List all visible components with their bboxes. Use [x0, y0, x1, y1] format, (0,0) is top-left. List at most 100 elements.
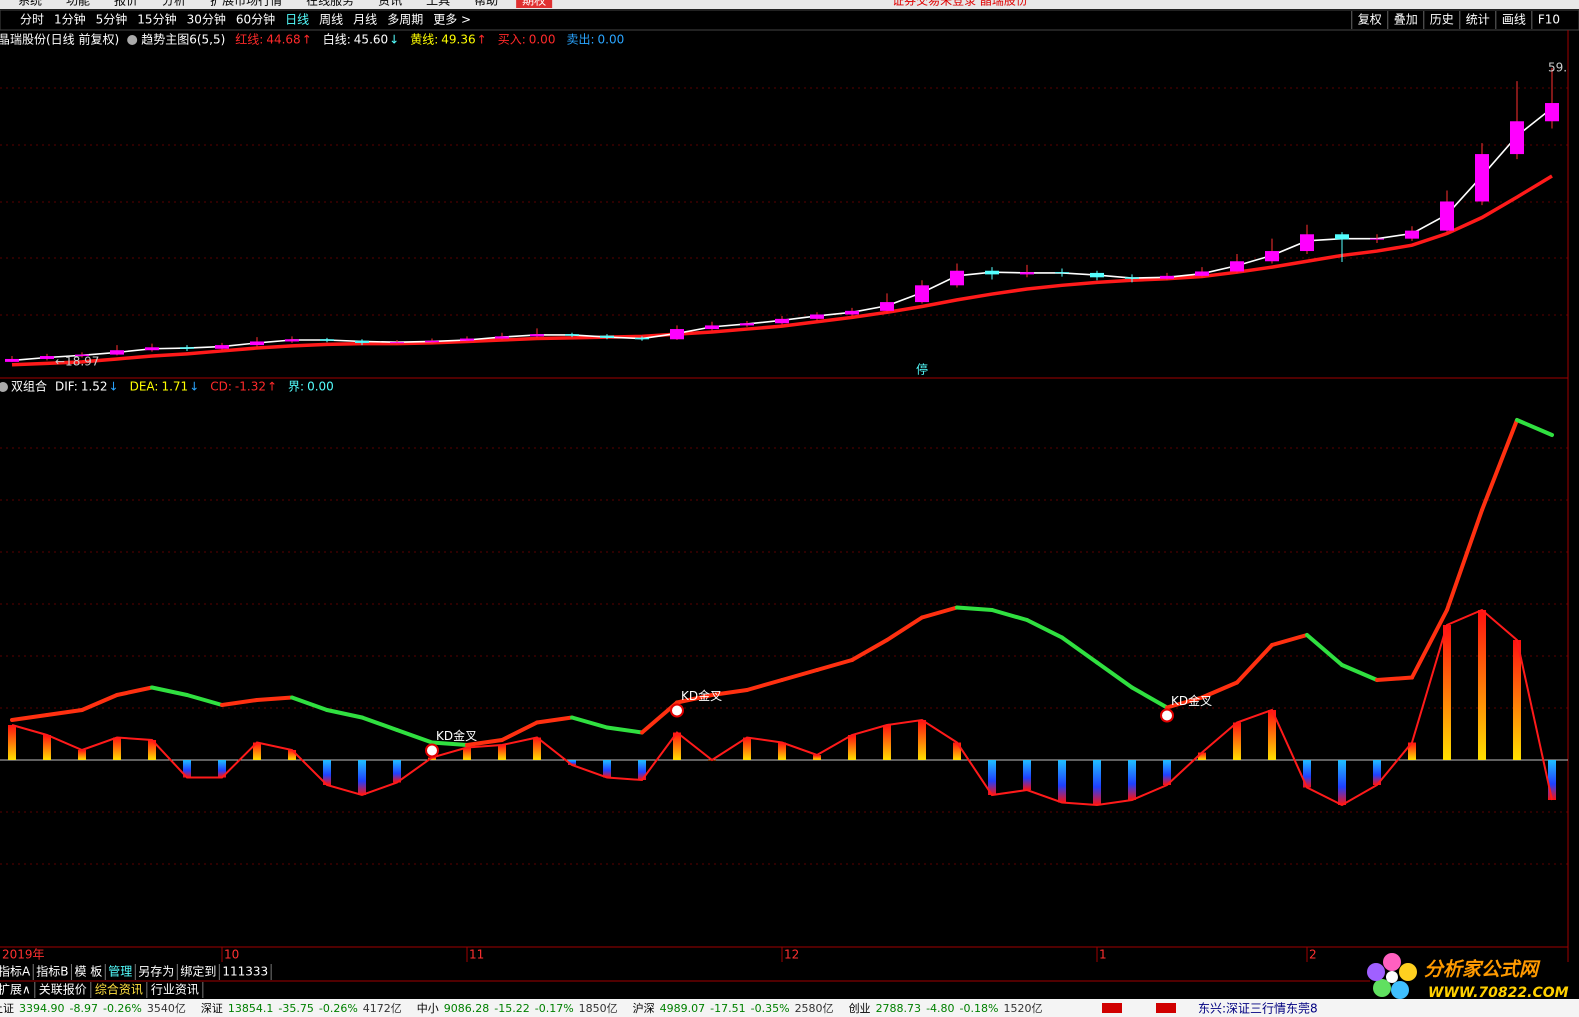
dif-segment [745, 678, 784, 692]
histogram-bar [1303, 760, 1311, 788]
candle-body [425, 340, 439, 343]
status-field: 9086.28 [444, 1002, 490, 1015]
period-tab[interactable]: 60分钟 [236, 12, 275, 27]
dif-segment [1060, 635, 1099, 665]
indicator-tab[interactable]: 管理 [108, 964, 132, 979]
indicator-tab[interactable]: 指标A [0, 964, 31, 979]
histogram-bar [43, 735, 51, 760]
indicator-tab[interactable]: 绑定到 [180, 964, 216, 979]
dif-segment [570, 715, 609, 730]
period-tab[interactable]: 日线 [285, 13, 309, 27]
tool-button[interactable]: F10 [1538, 13, 1560, 27]
legend-label: DEA: [130, 380, 159, 394]
info-tab[interactable]: 行业资讯 [151, 983, 199, 997]
histogram-bar [1233, 722, 1241, 760]
candle-body [145, 347, 159, 351]
status-field: 3394.90 [19, 1002, 65, 1015]
status-field: 4989.07 [660, 1002, 706, 1015]
candle-body [1055, 272, 1069, 274]
login-notice: 证券交易未登录 晶瑞股份 [892, 0, 1028, 8]
info-tab[interactable]: 扩展∧ [0, 983, 31, 997]
histogram-bar [1198, 752, 1206, 760]
candle-body [1475, 154, 1489, 202]
status-field: 中小 [417, 1002, 439, 1015]
status-field: 2788.73 [876, 1002, 922, 1015]
status-field: -15.22 [494, 1002, 529, 1015]
histogram-bar [78, 750, 86, 760]
date-label: 12 [784, 948, 799, 962]
indicator-icon [127, 35, 138, 45]
candle-body [670, 329, 684, 340]
histogram-bar [848, 735, 856, 760]
candle-body [1545, 103, 1559, 122]
dif-segment [1410, 608, 1449, 680]
histogram-bar [1513, 640, 1521, 760]
tool-button[interactable]: 复权 [1358, 13, 1382, 27]
tool-button[interactable]: 叠加 [1394, 13, 1418, 27]
menu-item: 扩展市场行情 [210, 0, 282, 8]
period-tab[interactable]: 1分钟 [54, 12, 86, 27]
dif-segment [1340, 663, 1379, 682]
legend-arrow: ↑ [267, 380, 277, 394]
legend-label: CD: [210, 380, 232, 394]
dif-segment [465, 738, 504, 747]
dif-segment [185, 693, 224, 707]
legend-value: 1.52 [81, 380, 108, 394]
dif-segment [220, 698, 259, 707]
period-tab[interactable]: 15分钟 [137, 12, 176, 27]
histogram-bar [218, 760, 226, 778]
legend-arrow: ↓ [189, 380, 199, 394]
legend-value: 0.00 [307, 380, 334, 394]
legend-label: 红线: [235, 32, 263, 47]
menu-item: 帮助 [474, 0, 498, 8]
dif-segment [955, 605, 994, 612]
signal-icon [425, 743, 439, 758]
period-tab[interactable]: 30分钟 [187, 12, 226, 27]
legend-arrow: ↑ [302, 33, 312, 47]
candle-body [1510, 121, 1524, 155]
period-tab[interactable]: 周线 [319, 13, 343, 27]
candle-body [985, 270, 999, 275]
legend-label: 买入: [498, 33, 526, 47]
period-tab[interactable]: 月线 [353, 13, 377, 27]
indicator-tab[interactable]: 模 板 [74, 965, 102, 979]
histogram-bar [673, 732, 681, 760]
candle-body [1265, 251, 1279, 262]
tool-button[interactable]: 历史 [1430, 13, 1454, 27]
period-tab[interactable]: 多周期 [387, 13, 423, 27]
menu-item: 在线服务 [306, 0, 354, 8]
status-field: 1850亿 [579, 1002, 618, 1015]
dif-segment [1445, 508, 1484, 612]
indicator-tab[interactable]: 111333 [222, 965, 268, 979]
status-field: 3540亿 [147, 1002, 186, 1015]
legend-value: 49.36 [441, 33, 475, 47]
menu-item: 工具 [426, 0, 450, 8]
period-tab[interactable]: 5分钟 [96, 12, 128, 27]
indicator-tab[interactable]: 指标B [36, 964, 68, 979]
indicator-tab[interactable]: 另存为 [138, 965, 174, 979]
status-field: 沪深 [633, 1001, 655, 1015]
candle-body [1300, 234, 1314, 252]
histogram-bar [1093, 760, 1101, 805]
histogram-bar [498, 745, 506, 760]
dif-segment [710, 688, 749, 697]
candle-body [320, 339, 334, 341]
histogram-bar [638, 760, 646, 780]
histogram-bar [148, 740, 156, 760]
period-tab[interactable]: 更多 > [433, 13, 471, 27]
dif-segment [80, 693, 119, 712]
dif-segment [920, 605, 959, 620]
price-annotation: 59. [1548, 61, 1567, 75]
candle-body [285, 339, 299, 342]
period-tab[interactable]: 分时 [20, 13, 44, 27]
candle-body [1370, 238, 1384, 240]
dif-segment [605, 725, 644, 735]
menu-item: 分析 [162, 0, 186, 8]
tool-button[interactable]: 统计 [1466, 13, 1490, 27]
info-tab[interactable]: 关联报价 [39, 982, 87, 997]
tool-button[interactable]: 画线 [1502, 13, 1526, 27]
status-bar [0, 999, 1579, 1017]
legend-label: DIF: [55, 380, 78, 394]
info-tab[interactable]: 综合资讯 [95, 982, 143, 997]
histogram-bar [988, 760, 996, 795]
